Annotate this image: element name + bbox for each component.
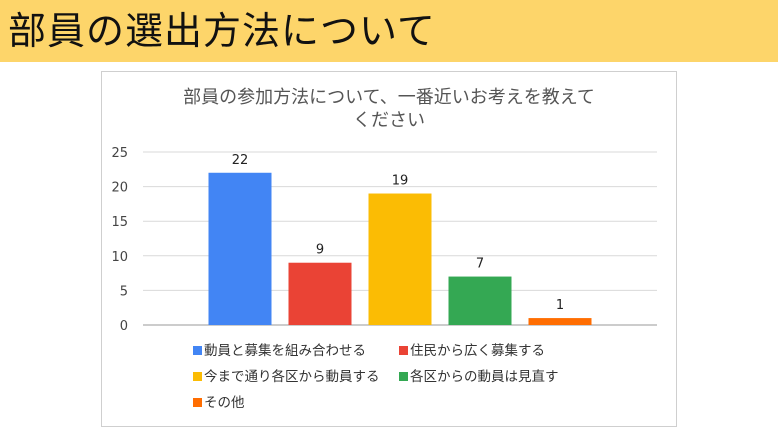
data-label: 22 xyxy=(232,153,249,168)
legend-label: 各区からの動員は見直す xyxy=(410,369,559,385)
y-tick-label: 15 xyxy=(111,215,128,230)
data-label: 9 xyxy=(316,243,324,258)
bar-4 xyxy=(448,276,512,325)
legend-swatch xyxy=(193,372,202,381)
data-label: 19 xyxy=(392,174,409,189)
legend-swatch xyxy=(399,346,408,355)
data-label: 1 xyxy=(556,298,564,313)
chart-title-line: 部員の参加方法について、一番近いお考えを教えて xyxy=(183,87,595,108)
legend-swatch xyxy=(193,398,202,407)
legend-label: 動員と募集を組み合わせる xyxy=(204,343,366,359)
legend-label: 今まで通り各区から動員する xyxy=(204,369,380,385)
y-tick-label: 10 xyxy=(111,250,128,265)
bar-3 xyxy=(368,193,432,325)
data-label: 7 xyxy=(476,257,484,272)
legend-label: その他 xyxy=(204,395,245,411)
legend-swatch xyxy=(399,372,408,381)
y-tick-label: 0 xyxy=(120,319,128,334)
bar-1 xyxy=(208,172,272,325)
y-tick-label: 20 xyxy=(111,181,128,196)
y-tick-label: 25 xyxy=(111,146,128,161)
chart-title-line: ください xyxy=(353,110,425,131)
title-band xyxy=(0,0,778,62)
bar-2 xyxy=(288,262,352,325)
page-title: 部員の選出方法について xyxy=(8,9,436,53)
y-tick-label: 5 xyxy=(120,284,128,299)
legend-label: 住民から広く募集する xyxy=(410,343,545,359)
bar-5 xyxy=(528,318,592,325)
legend-swatch xyxy=(193,346,202,355)
